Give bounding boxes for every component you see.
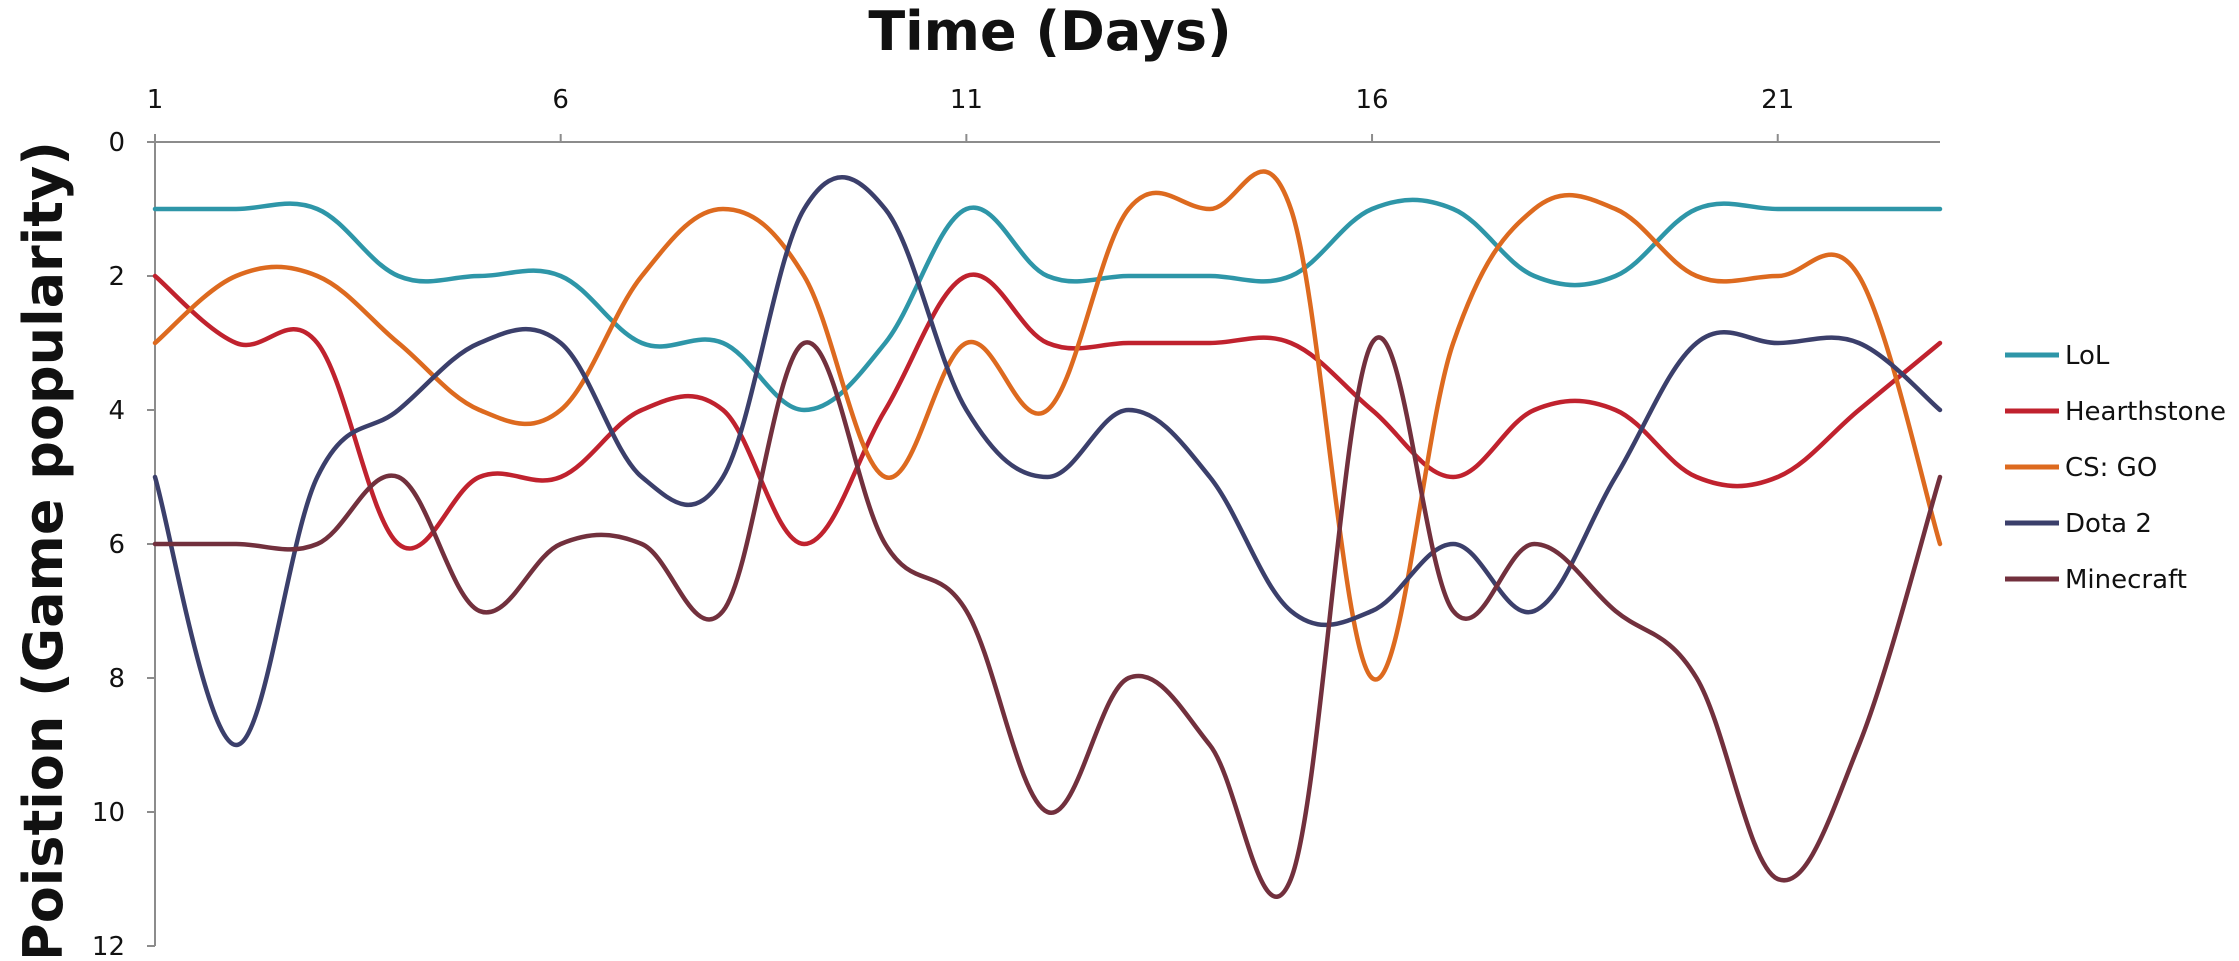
y-tick-label: 0 (108, 128, 125, 158)
series-line-hearthstone (152, 272, 1943, 551)
y-tick-label: 10 (92, 798, 125, 828)
x-tick-label: 21 (1761, 85, 1794, 115)
x-tick-label: 6 (552, 85, 569, 115)
legend: LoL Hearthstone CS: GO Dota 2 Minecraft (2005, 341, 2226, 595)
x-axis-title: Time (Days) (868, 0, 1231, 63)
legend-label-minecraft: Minecraft (2065, 565, 2187, 595)
legend-label-hearthstone: Hearthstone (2065, 397, 2226, 427)
legend-label-cs-go: CS: GO (2065, 453, 2157, 483)
series-line-minecraft (152, 335, 1943, 899)
legend-label-dota-2: Dota 2 (2065, 509, 2152, 539)
y-tick-label: 2 (108, 262, 125, 292)
legend-label-lol: LoL (2065, 341, 2110, 371)
series-layer (152, 169, 1943, 899)
y-tick-label: 8 (108, 664, 125, 694)
y-tick-label: 4 (108, 396, 125, 426)
y-tick-label: 12 (92, 932, 125, 956)
x-tick-label: 16 (1355, 85, 1388, 115)
y-axis-title: Poistion (Game popularity) (12, 141, 75, 956)
x-tick-label: 1 (147, 85, 164, 115)
series-line-dota-2 (152, 175, 1943, 748)
series-line-cs-go (152, 169, 1943, 682)
series-line-lol (152, 197, 1943, 413)
y-tick-label: 6 (108, 530, 125, 560)
x-tick-label: 11 (950, 85, 983, 115)
